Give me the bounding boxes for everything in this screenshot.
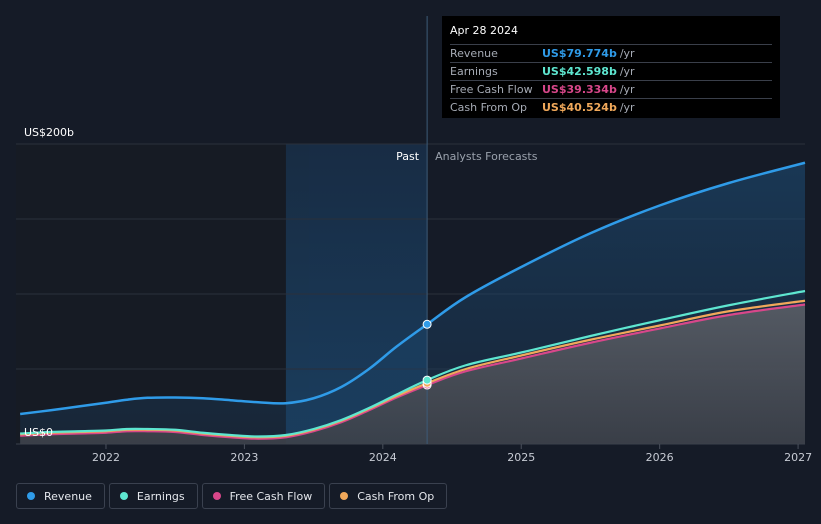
x-tick-label: 2024 (369, 451, 397, 464)
tooltip-unit: /yr (619, 47, 635, 60)
legend-item-earnings[interactable]: Earnings (108, 483, 198, 509)
tooltip-row-cash-from-op: Cash From Op US$40.524b /yr (450, 98, 772, 116)
legend-item-cash-from-op[interactable]: Cash From Op (329, 483, 448, 509)
legend-label: Earnings (136, 489, 185, 503)
past-label: Past (396, 150, 420, 163)
series-line-earnings (20, 289, 806, 438)
legend-item-revenue[interactable]: Revenue (16, 483, 105, 509)
y-axis-top-label: US$200b (24, 126, 74, 139)
legend: Revenue Earnings Free Cash Flow Cash Fro… (16, 483, 448, 511)
series-line-revenue (19, 161, 806, 416)
tooltip-unit: /yr (619, 83, 635, 96)
tooltip-label: Free Cash Flow (450, 83, 533, 96)
x-axis-ticks: 2022 2023 2024 2025 2026 2027 (92, 444, 812, 464)
analysts-forecasts-label: Analysts Forecasts (435, 150, 538, 163)
cash-from-op-dot-icon (340, 492, 349, 500)
tooltip-label: Earnings (450, 65, 498, 78)
tooltip-label: Cash From Op (450, 101, 528, 114)
tooltip-value: US$39.334b (542, 83, 617, 96)
series-line-free-cash-flow (20, 303, 806, 440)
earnings-dot-icon (119, 492, 128, 500)
series-lines (19, 161, 806, 440)
tooltip-date: Apr 28 2024 (450, 24, 519, 37)
legend-label: Cash From Op (357, 489, 435, 503)
free-cash-flow-dot-icon (212, 492, 221, 500)
tooltip-label: Revenue (450, 47, 498, 60)
x-tick-label: 2026 (646, 451, 674, 464)
tooltip-unit: /yr (619, 101, 635, 114)
x-tick-label: 2023 (230, 451, 258, 464)
marker-revenue (422, 319, 432, 329)
tooltip-unit: /yr (619, 65, 635, 78)
tooltip-row-earnings: Earnings US$42.598b /yr (450, 62, 772, 80)
legend-label: Revenue (44, 489, 92, 503)
y-axis-bottom-label: US$0 (24, 426, 53, 439)
marker-earnings (422, 375, 432, 385)
tooltip-value: US$79.774b (542, 47, 617, 60)
series-markers (422, 319, 432, 390)
legend-label: Free Cash Flow (229, 489, 313, 503)
tooltip-value: US$40.524b (542, 101, 617, 114)
revenue-dot-icon (27, 492, 35, 500)
x-tick-label: 2025 (507, 451, 535, 464)
tooltip: Apr 28 2024 Revenue US$79.774b /yr Earni… (442, 16, 780, 118)
tooltip-row-free-cash-flow: Free Cash Flow US$39.334b /yr (450, 80, 772, 98)
tooltip-value: US$42.598b (542, 65, 617, 78)
tooltip-row-revenue: Revenue US$79.774b /yr (450, 44, 772, 62)
legend-item-free-cash-flow[interactable]: Free Cash Flow (201, 483, 326, 509)
x-tick-label: 2027 (784, 451, 812, 464)
x-tick-label: 2022 (92, 451, 120, 464)
